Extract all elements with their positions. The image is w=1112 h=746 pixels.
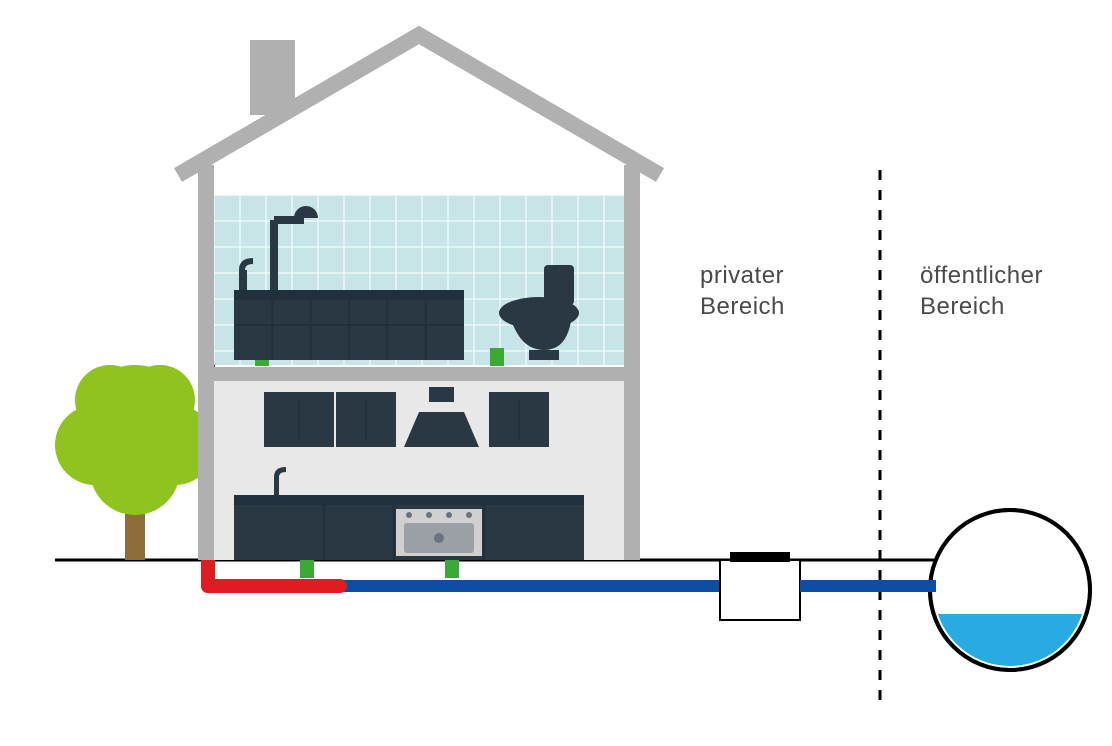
- trap-1: [490, 348, 504, 366]
- label-private: privater Bereich: [700, 260, 785, 322]
- chimney: [250, 40, 295, 115]
- trap-2: [300, 560, 314, 578]
- label-public: öffentlicher Bereich: [920, 260, 1043, 322]
- floor-slab: [214, 367, 624, 381]
- label-private-line1: privater: [700, 262, 784, 289]
- wall-right: [624, 165, 640, 560]
- inspection-cover: [730, 552, 790, 562]
- label-private-line2: Bereich: [700, 293, 785, 320]
- label-public-line2: Bereich: [920, 293, 1005, 320]
- tree-icon: [55, 365, 215, 515]
- inspection-chamber: [720, 560, 800, 620]
- trap-3: [445, 560, 459, 578]
- countertop: [234, 495, 584, 505]
- wall-left: [198, 165, 214, 560]
- label-public-line1: öffentlicher: [920, 262, 1043, 289]
- diagram-svg: [0, 0, 1112, 746]
